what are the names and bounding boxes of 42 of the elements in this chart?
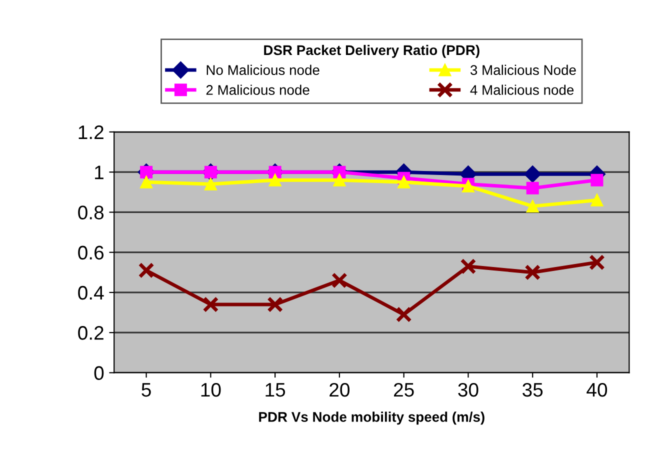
point bbox=[331, 272, 348, 288]
legend-label: No Malicious node bbox=[206, 64, 320, 76]
point bbox=[398, 176, 410, 188]
x-tick-label: 10 bbox=[201, 382, 221, 397]
point bbox=[204, 178, 217, 190]
x-tick-label: 25 bbox=[394, 382, 414, 397]
y-tick-label: 0.2 bbox=[78, 326, 104, 340]
point bbox=[589, 254, 605, 270]
point bbox=[202, 296, 219, 312]
point bbox=[268, 174, 282, 186]
x-axis-title: PDR Vs Node mobility speed (m/s) bbox=[259, 412, 484, 425]
point bbox=[267, 296, 284, 312]
y-tick-label: 0.8 bbox=[78, 206, 104, 220]
point bbox=[524, 166, 542, 183]
point bbox=[140, 166, 153, 178]
point bbox=[333, 166, 346, 178]
x-tick-label: 40 bbox=[586, 382, 608, 397]
y-tick-label: 1.2 bbox=[78, 125, 104, 139]
point bbox=[526, 182, 539, 194]
point bbox=[268, 166, 282, 178]
point bbox=[140, 176, 153, 188]
chart-title: DSR Packet Delivery Ratio (PDR) bbox=[264, 44, 480, 58]
x-tick-label: 20 bbox=[330, 382, 350, 397]
y-tick-label: 0.4 bbox=[78, 286, 104, 300]
point bbox=[460, 258, 476, 274]
y-tick-label: 1 bbox=[95, 166, 104, 180]
point bbox=[333, 174, 346, 186]
legend-label: 3 Malicious Node bbox=[470, 64, 576, 76]
point bbox=[590, 194, 604, 206]
point bbox=[526, 200, 539, 212]
x-tick-label: 15 bbox=[266, 383, 286, 397]
x-tick-label: 5 bbox=[142, 383, 151, 397]
x-tick-label: 30 bbox=[458, 382, 478, 397]
point bbox=[396, 306, 412, 323]
point bbox=[138, 262, 154, 278]
point bbox=[590, 174, 604, 186]
point bbox=[524, 264, 541, 280]
x-tick-label: 35 bbox=[522, 382, 543, 397]
legend-label: 4 Malicious node bbox=[470, 84, 574, 95]
y-tick-label: 0 bbox=[94, 366, 104, 380]
legend-label: 2 Malicious node bbox=[206, 84, 310, 95]
y-tick-label: 0.6 bbox=[78, 246, 104, 260]
